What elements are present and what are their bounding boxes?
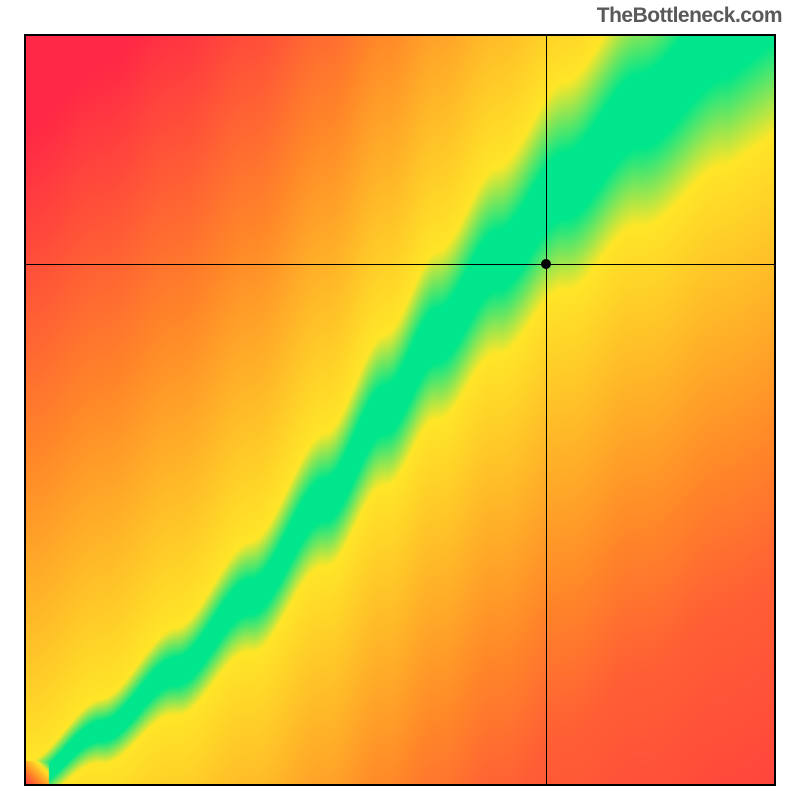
heatmap-canvas — [26, 36, 774, 784]
crosshair-horizontal — [26, 264, 774, 265]
bottleneck-heatmap — [24, 34, 776, 786]
marker-point — [541, 259, 551, 269]
crosshair-vertical — [546, 36, 547, 784]
watermark-text: TheBottleneck.com — [597, 4, 782, 28]
